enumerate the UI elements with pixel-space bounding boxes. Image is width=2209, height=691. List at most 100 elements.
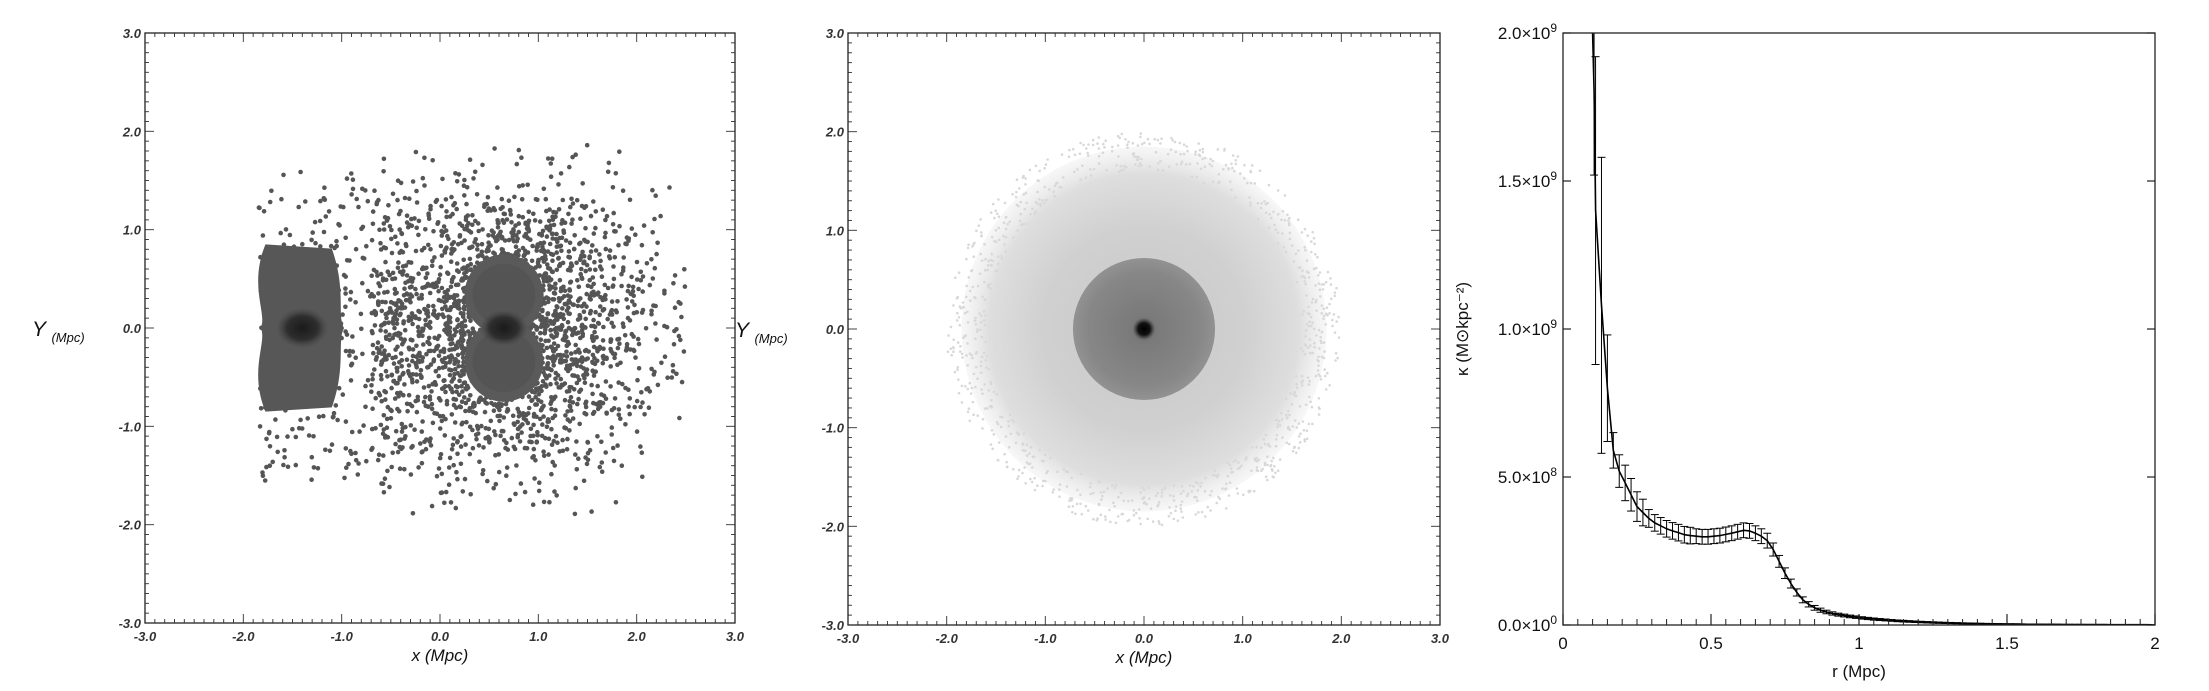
- particle: [443, 246, 448, 252]
- particle: [576, 456, 581, 462]
- halo-speckle: [986, 264, 990, 267]
- particle: [537, 480, 542, 486]
- y-tick-label: -3.0: [119, 616, 142, 631]
- particle: [598, 258, 603, 264]
- x-tick-label: -2.0: [935, 631, 958, 646]
- particle: [452, 247, 457, 252]
- halo-speckle: [1082, 143, 1085, 147]
- particle: [582, 375, 587, 381]
- particle: [416, 218, 422, 224]
- halo-speckle: [1044, 453, 1047, 457]
- halo-speckle: [1127, 518, 1131, 522]
- particle: [449, 379, 455, 384]
- particle: [581, 478, 587, 484]
- particle: [486, 233, 491, 238]
- particle: [443, 364, 448, 370]
- halo-speckle: [1305, 322, 1309, 326]
- particle: [662, 354, 668, 360]
- halo-speckle: [1089, 492, 1092, 496]
- halo-speckle: [1116, 515, 1120, 518]
- particle: [593, 369, 598, 375]
- halo-speckle: [1079, 502, 1082, 506]
- particle: [595, 349, 600, 354]
- particle: [570, 154, 575, 160]
- particle: [564, 308, 570, 313]
- particle: [475, 426, 481, 432]
- halo-speckle: [957, 391, 961, 395]
- particle: [563, 413, 568, 418]
- halo-speckle: [1315, 334, 1318, 337]
- particle: [620, 188, 626, 193]
- particle: [410, 511, 416, 516]
- halo-speckle: [1287, 409, 1290, 413]
- halo-speckle: [1071, 511, 1074, 514]
- halo-speckle: [1310, 324, 1313, 328]
- x-tick-label: -1.0: [1034, 631, 1057, 646]
- particle: [626, 404, 631, 409]
- halo-speckle: [997, 441, 1001, 444]
- particle: [634, 259, 640, 265]
- halo-speckle: [1308, 379, 1311, 383]
- particle: [443, 228, 449, 233]
- halo-speckle: [949, 325, 953, 329]
- particle: [393, 441, 398, 447]
- halo-speckle: [1100, 498, 1103, 501]
- particle: [558, 385, 563, 390]
- halo-speckle: [1168, 506, 1171, 509]
- halo-speckle: [1167, 514, 1171, 518]
- halo-speckle: [1211, 180, 1215, 184]
- particle: [578, 364, 584, 369]
- particle: [582, 325, 587, 330]
- halo-speckle: [1236, 492, 1240, 495]
- halo-speckle: [1203, 181, 1206, 185]
- particle: [605, 169, 611, 175]
- particle: [369, 389, 374, 395]
- halo-speckle: [1272, 476, 1276, 479]
- particle: [426, 242, 431, 248]
- halo-speckle: [1278, 419, 1281, 423]
- particle: [377, 227, 382, 233]
- particle: [550, 297, 555, 302]
- halo-speckle: [1308, 395, 1311, 399]
- particle: [628, 291, 634, 297]
- y-axis-title: κ (M⊙kpc⁻²): [1453, 282, 1472, 376]
- halo-speckle: [965, 354, 968, 357]
- particle: [376, 291, 381, 296]
- y-axis-title-main: Y: [32, 318, 51, 341]
- halo-speckle: [1258, 169, 1262, 172]
- halo-speckle: [1104, 515, 1107, 518]
- halo-speckle: [1281, 232, 1284, 235]
- particle: [595, 383, 600, 389]
- particle: [546, 218, 552, 224]
- particle: [590, 391, 595, 397]
- particle: [575, 278, 580, 283]
- halo-speckle: [996, 262, 1000, 266]
- halo-speckle: [1018, 219, 1022, 223]
- halo-speckle: [1263, 461, 1267, 465]
- halo-speckle: [955, 319, 959, 322]
- halo-speckle: [1021, 449, 1025, 452]
- particle: [321, 196, 327, 201]
- halo-speckle: [952, 346, 955, 350]
- particle: [428, 206, 433, 212]
- particle: [550, 258, 555, 264]
- particle: [516, 248, 522, 253]
- particle: [381, 169, 386, 174]
- particle: [486, 240, 491, 245]
- particle: [447, 329, 453, 335]
- halo-speckle: [1029, 477, 1032, 481]
- halo-speckle: [1256, 469, 1260, 473]
- particle: [378, 422, 384, 428]
- halo-speckle: [1140, 486, 1144, 489]
- particle: [379, 308, 385, 314]
- particle: [448, 358, 453, 363]
- particle: [543, 435, 548, 441]
- particle: [405, 292, 411, 297]
- halo-speckle: [986, 407, 989, 410]
- particle: [485, 194, 491, 200]
- particle: [413, 286, 418, 292]
- halo-speckle: [1188, 484, 1192, 487]
- particle: [444, 214, 449, 220]
- particle: [454, 268, 460, 273]
- halo-speckle: [1148, 142, 1151, 146]
